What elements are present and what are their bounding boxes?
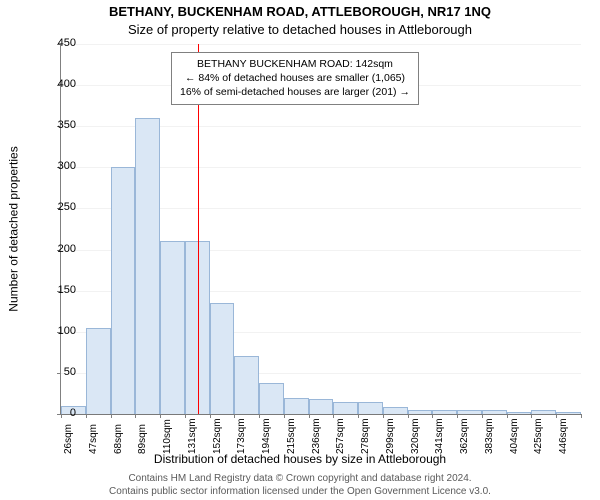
histogram-bar bbox=[309, 399, 334, 414]
histogram-bar bbox=[482, 410, 507, 414]
y-tick-label: 150 bbox=[36, 284, 76, 296]
x-tick-label: 362sqm bbox=[459, 418, 470, 454]
annotation-line: ← 84% of detached houses are smaller (1,… bbox=[180, 71, 410, 85]
y-tick-label: 400 bbox=[36, 78, 76, 90]
x-tick-mark bbox=[457, 414, 458, 418]
histogram-bar bbox=[135, 118, 160, 414]
x-tick-label: 236sqm bbox=[311, 418, 322, 454]
histogram-bar bbox=[383, 407, 408, 414]
histogram-bar bbox=[86, 328, 111, 414]
y-tick-label: 450 bbox=[36, 37, 76, 49]
histogram-bar bbox=[160, 241, 185, 414]
histogram-bar bbox=[284, 398, 309, 414]
x-tick-label: 257sqm bbox=[335, 418, 346, 454]
x-tick-mark bbox=[556, 414, 557, 418]
x-tick-label: 89sqm bbox=[137, 424, 148, 454]
x-tick-mark bbox=[86, 414, 87, 418]
histogram-bar bbox=[507, 412, 532, 414]
y-tick-label: 50 bbox=[36, 366, 76, 378]
y-tick-label: 250 bbox=[36, 201, 76, 213]
x-tick-mark bbox=[531, 414, 532, 418]
y-axis-label: Number of detached properties bbox=[6, 44, 22, 414]
x-tick-label: 446sqm bbox=[558, 418, 569, 454]
title-line-1: BETHANY, BUCKENHAM ROAD, ATTLEBOROUGH, N… bbox=[0, 4, 600, 19]
x-tick-label: 215sqm bbox=[286, 418, 297, 454]
gridline bbox=[61, 44, 581, 45]
title-line-2: Size of property relative to detached ho… bbox=[0, 22, 600, 37]
x-tick-mark bbox=[333, 414, 334, 418]
annotation-line: BETHANY BUCKENHAM ROAD: 142sqm bbox=[180, 57, 410, 71]
x-tick-mark bbox=[284, 414, 285, 418]
x-tick-label: 320sqm bbox=[410, 418, 421, 454]
x-tick-label: 173sqm bbox=[236, 418, 247, 454]
x-tick-label: 47sqm bbox=[88, 424, 99, 454]
chart-footer: Contains HM Land Registry data © Crown c… bbox=[0, 473, 600, 498]
histogram-bar bbox=[531, 410, 556, 414]
histogram-bar bbox=[408, 410, 433, 414]
x-tick-mark bbox=[482, 414, 483, 418]
x-tick-mark bbox=[210, 414, 211, 418]
histogram-bar bbox=[210, 303, 235, 414]
histogram-bar bbox=[111, 167, 136, 414]
x-tick-mark bbox=[185, 414, 186, 418]
gridline bbox=[61, 414, 581, 415]
histogram-bar bbox=[432, 410, 457, 414]
x-tick-label: 278sqm bbox=[360, 418, 371, 454]
x-tick-mark bbox=[259, 414, 260, 418]
histogram-plot: BETHANY BUCKENHAM ROAD: 142sqm← 84% of d… bbox=[60, 44, 581, 415]
y-axis-label-text: Number of detached properties bbox=[7, 146, 21, 311]
x-tick-label: 131sqm bbox=[187, 418, 198, 454]
y-tick-label: 0 bbox=[36, 407, 76, 419]
x-tick-mark bbox=[135, 414, 136, 418]
x-tick-label: 404sqm bbox=[509, 418, 520, 454]
y-tick-label: 300 bbox=[36, 160, 76, 172]
x-tick-label: 425sqm bbox=[533, 418, 544, 454]
x-tick-label: 26sqm bbox=[63, 424, 74, 454]
x-tick-label: 299sqm bbox=[385, 418, 396, 454]
histogram-bar bbox=[234, 356, 259, 414]
histogram-bar bbox=[457, 410, 482, 414]
y-tick-label: 100 bbox=[36, 325, 76, 337]
x-tick-mark bbox=[383, 414, 384, 418]
x-tick-label: 341sqm bbox=[434, 418, 445, 454]
x-tick-label: 194sqm bbox=[261, 418, 272, 454]
x-tick-mark bbox=[309, 414, 310, 418]
x-tick-mark bbox=[234, 414, 235, 418]
x-tick-label: 110sqm bbox=[162, 419, 173, 454]
x-axis-label: Distribution of detached houses by size … bbox=[0, 452, 600, 466]
x-tick-mark bbox=[507, 414, 508, 418]
x-tick-label: 152sqm bbox=[212, 418, 223, 454]
histogram-bar bbox=[556, 412, 581, 414]
histogram-bar bbox=[358, 402, 383, 414]
annotation-box: BETHANY BUCKENHAM ROAD: 142sqm← 84% of d… bbox=[171, 52, 419, 105]
x-tick-mark bbox=[160, 414, 161, 418]
y-tick-label: 350 bbox=[36, 119, 76, 131]
x-tick-mark bbox=[358, 414, 359, 418]
x-tick-label: 383sqm bbox=[484, 418, 495, 454]
x-tick-mark bbox=[432, 414, 433, 418]
x-tick-mark bbox=[111, 414, 112, 418]
x-tick-label: 68sqm bbox=[113, 424, 124, 454]
y-tick-label: 200 bbox=[36, 243, 76, 255]
x-tick-mark bbox=[581, 414, 582, 418]
x-tick-mark bbox=[408, 414, 409, 418]
footer-line-2: Contains public sector information licen… bbox=[0, 486, 600, 499]
histogram-bar bbox=[333, 402, 358, 414]
footer-line-1: Contains HM Land Registry data © Crown c… bbox=[0, 473, 600, 486]
annotation-line: 16% of semi-detached houses are larger (… bbox=[180, 85, 410, 99]
histogram-bar bbox=[259, 383, 284, 414]
